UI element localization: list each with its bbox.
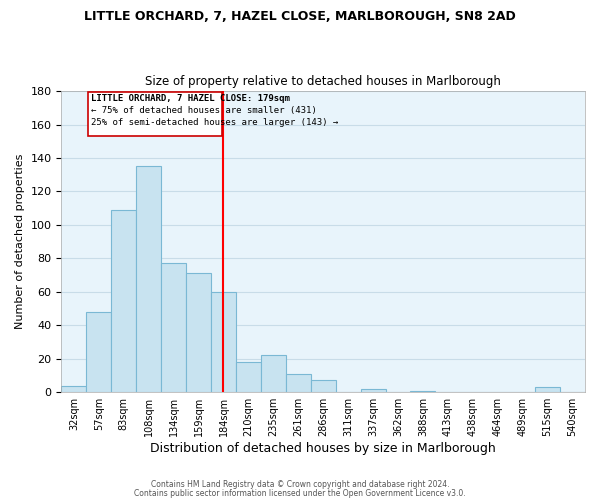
Bar — [161, 264, 186, 392]
FancyBboxPatch shape — [88, 92, 222, 136]
Text: LITTLE ORCHARD, 7 HAZEL CLOSE: 179sqm: LITTLE ORCHARD, 7 HAZEL CLOSE: 179sqm — [91, 94, 290, 104]
X-axis label: Distribution of detached houses by size in Marlborough: Distribution of detached houses by size … — [151, 442, 496, 455]
Text: Contains public sector information licensed under the Open Government Licence v3: Contains public sector information licen… — [134, 488, 466, 498]
Bar — [211, 292, 236, 392]
Text: ← 75% of detached houses are smaller (431): ← 75% of detached houses are smaller (43… — [91, 106, 317, 115]
Text: LITTLE ORCHARD, 7, HAZEL CLOSE, MARLBOROUGH, SN8 2AD: LITTLE ORCHARD, 7, HAZEL CLOSE, MARLBORO… — [84, 10, 516, 23]
Text: 25% of semi-detached houses are larger (143) →: 25% of semi-detached houses are larger (… — [91, 118, 338, 127]
Text: Contains HM Land Registry data © Crown copyright and database right 2024.: Contains HM Land Registry data © Crown c… — [151, 480, 449, 489]
Bar — [261, 356, 286, 392]
Title: Size of property relative to detached houses in Marlborough: Size of property relative to detached ho… — [145, 76, 501, 88]
Bar — [236, 362, 261, 392]
Bar — [111, 210, 136, 392]
Bar — [410, 390, 436, 392]
Bar — [61, 386, 86, 392]
Bar — [311, 380, 335, 392]
Bar — [86, 312, 111, 392]
Y-axis label: Number of detached properties: Number of detached properties — [15, 154, 25, 330]
Bar — [361, 389, 386, 392]
Bar — [136, 166, 161, 392]
Bar — [286, 374, 311, 392]
Bar — [535, 387, 560, 392]
Bar — [186, 274, 211, 392]
